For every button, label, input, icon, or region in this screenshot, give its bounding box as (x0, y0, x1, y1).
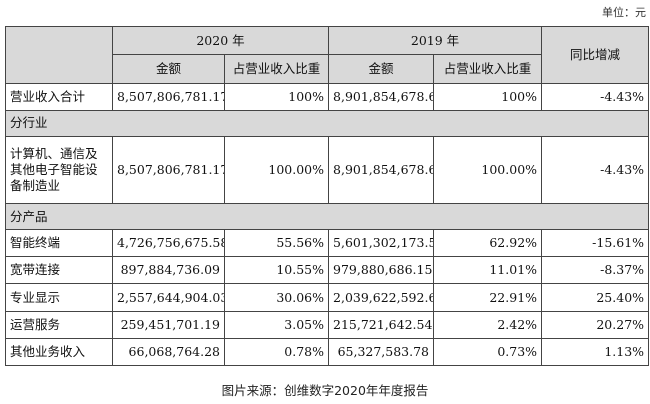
amount-2019: 8,901,854,678.66 (328, 135, 435, 205)
amount-2020: 66,068,764.28 (112, 337, 225, 367)
header-yoy: 同比增减 (541, 26, 650, 84)
yoy-change: -4.43% (541, 135, 650, 205)
amount-2019: 8,901,854,678.66 (328, 82, 435, 111)
row-label: 智能终端 (5, 229, 113, 258)
share-2019: 62.92% (433, 229, 543, 258)
amount-2019: 2,039,622,592.68 (328, 283, 435, 312)
share-2019: 0.73% (433, 337, 543, 367)
share-2019: 100% (433, 82, 543, 111)
amount-2019: 65,327,583.78 (328, 337, 435, 367)
header-share-2020: 占营业收入比重 (223, 54, 330, 84)
amount-2020: 2,557,644,904.03 (112, 283, 225, 312)
table-row: 专业显示 2,557,644,904.03 30.06% 2,039,622,5… (5, 283, 650, 312)
table-row: 宽带连接 897,884,736.09 10.55% 979,880,686.1… (5, 256, 650, 285)
share-2019: 22.91% (433, 283, 543, 312)
header-year-2019: 2019 年 (328, 25, 543, 56)
row-label: 运营服务 (5, 310, 113, 339)
row-label: 宽带连接 (5, 256, 113, 285)
yoy-change: 1.13% (541, 337, 650, 367)
yoy-change: -4.43% (541, 82, 650, 111)
amount-2019: 5,601,302,173.51 (328, 229, 435, 258)
industry-row: 计算机、通信及其他电子智能设备制造业 8,507,806,781.17 100.… (5, 135, 650, 205)
row-label: 专业显示 (5, 283, 113, 312)
row-label: 其他业务收入 (5, 337, 113, 367)
section-row-product: 分产品 (4, 203, 650, 231)
share-2019: 100.00% (433, 135, 543, 205)
row-label: 计算机、通信及其他电子智能设备制造业 (5, 135, 113, 205)
section-label-industry: 分行业 (4, 109, 650, 137)
header-share-2019: 占营业收入比重 (433, 54, 543, 84)
yoy-change: -15.61% (541, 229, 650, 258)
share-2020: 55.56% (223, 229, 330, 258)
amount-2019: 215,721,642.54 (328, 310, 435, 339)
share-2019: 11.01% (433, 256, 543, 285)
amount-2019: 979,880,686.15 (328, 256, 435, 285)
amount-2020: 8,507,806,781.17 (112, 82, 225, 111)
share-2020: 30.06% (223, 283, 330, 312)
yoy-change: -8.37% (541, 256, 650, 285)
section-label-product: 分产品 (4, 203, 650, 231)
share-2020: 0.78% (223, 337, 330, 367)
header-blank (5, 26, 113, 84)
section-row-industry: 分行业 (4, 109, 650, 137)
row-label: 营业收入合计 (5, 82, 113, 111)
header-year-2020: 2020 年 (111, 25, 330, 56)
amount-2020: 259,451,701.19 (112, 310, 225, 339)
share-2019: 2.42% (433, 310, 543, 339)
image-caption: 图片来源：创维数字2020年年度报告 (221, 383, 429, 398)
share-2020: 100.00% (223, 135, 330, 205)
yoy-change: 20.27% (541, 310, 650, 339)
amount-2020: 897,884,736.09 (112, 256, 225, 285)
total-row: 营业收入合计 8,507,806,781.17 100% 8,901,854,6… (5, 82, 650, 111)
table-row: 其他业务收入 66,068,764.28 0.78% 65,327,583.78… (5, 337, 650, 367)
header-amount-2020: 金额 (112, 54, 225, 84)
yoy-change: 25.40% (541, 283, 650, 312)
revenue-table: 2020 年 2019 年 同比增减 金额 占营业收入比重 金额 占营业收入比重… (4, 25, 650, 367)
table-row: 智能终端 4,726,756,675.58 55.56% 5,601,302,1… (5, 229, 650, 258)
amount-2020: 8,507,806,781.17 (112, 135, 225, 205)
header-amount-2019: 金额 (328, 54, 435, 84)
share-2020: 10.55% (223, 256, 330, 285)
share-2020: 100% (223, 82, 330, 111)
amount-2020: 4,726,756,675.58 (112, 229, 225, 258)
share-2020: 3.05% (223, 310, 330, 339)
unit-label: 单位：元 (602, 6, 646, 19)
table-row: 运营服务 259,451,701.19 3.05% 215,721,642.54… (5, 310, 650, 339)
